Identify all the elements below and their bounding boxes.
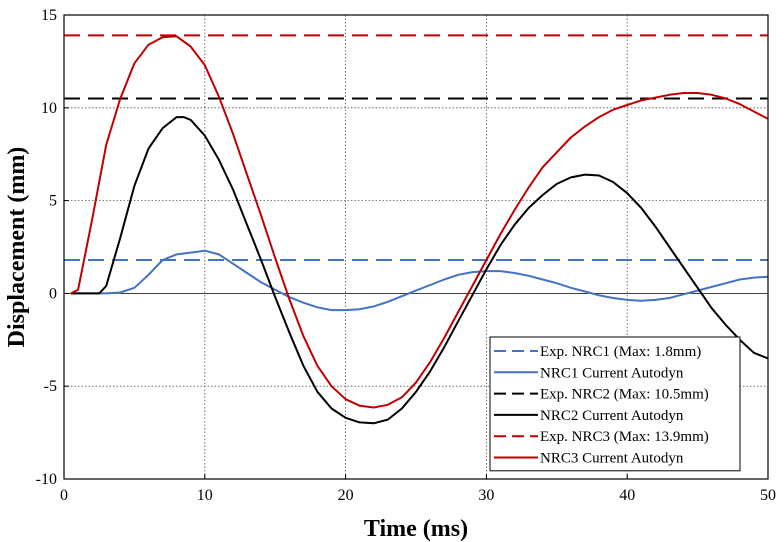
x-tick-label: 30: [478, 487, 494, 504]
y-tick-label: 10: [41, 100, 57, 117]
legend-label-2: NRC1 Current Autodyn: [540, 365, 684, 381]
x-tick-label: 50: [760, 487, 776, 504]
legend-label-3: Exp. NRC2 (Max: 10.5mm): [540, 387, 709, 403]
legend-label-5: Exp. NRC3 (Max: 13.9mm): [540, 429, 709, 445]
plot-area-frame: [63, 14, 769, 480]
y-tick-label: 15: [41, 7, 57, 24]
x-tick-label: 0: [60, 487, 68, 504]
series-line-6: [70, 35, 769, 409]
legend-box: [489, 336, 741, 472]
legend-label-1: Exp. NRC1 (Max: 1.8mm): [540, 344, 701, 360]
legend-label-6: NRC3 Current Autodyn: [540, 451, 684, 467]
x-tick-label: 40: [619, 487, 635, 504]
series-line-4: [71, 116, 769, 425]
series-line-2: [71, 249, 769, 312]
legend: Exp. NRC1 (Max: 1.8mm) NRC1 Current Autod…: [489, 336, 741, 472]
axis-ticks: 0 10 20 30 40 50 -10 -5 0 5 10 15: [36, 7, 776, 504]
y-tick-label: -5: [44, 378, 57, 395]
y-tick-label: -10: [36, 471, 57, 488]
x-axis-label: Time (ms): [364, 516, 468, 542]
y-axis-label: Displacement (mm): [4, 147, 30, 348]
x-tick-label: 20: [338, 487, 354, 504]
y-tick-label: 0: [49, 285, 57, 302]
grid-lines: [64, 15, 768, 479]
x-tick-label: 10: [197, 487, 213, 504]
y-tick-label: 5: [49, 193, 57, 210]
plot-series: [64, 34, 769, 425]
legend-label-4: NRC2 Current Autodyn: [540, 408, 684, 424]
